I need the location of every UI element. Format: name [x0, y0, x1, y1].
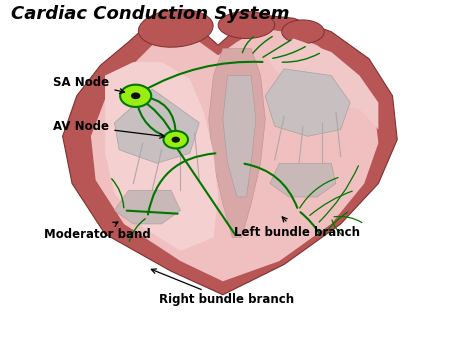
Circle shape: [164, 131, 188, 149]
Polygon shape: [209, 49, 265, 237]
Text: Left bundle branch: Left bundle branch: [234, 217, 359, 239]
Circle shape: [120, 85, 151, 107]
Polygon shape: [105, 62, 218, 251]
Polygon shape: [223, 75, 256, 197]
Polygon shape: [115, 89, 199, 163]
Text: SA Node: SA Node: [53, 76, 125, 94]
Text: Moderator band: Moderator band: [44, 222, 151, 241]
Text: AV Node: AV Node: [53, 120, 164, 138]
Ellipse shape: [138, 10, 213, 47]
Polygon shape: [265, 38, 378, 130]
Polygon shape: [270, 163, 336, 197]
Ellipse shape: [282, 20, 324, 44]
Polygon shape: [265, 69, 350, 136]
Circle shape: [172, 137, 180, 143]
Text: Cardiac Conduction System: Cardiac Conduction System: [11, 5, 289, 23]
Ellipse shape: [218, 12, 275, 38]
Polygon shape: [91, 28, 378, 281]
Text: Right bundle branch: Right bundle branch: [151, 269, 294, 306]
Polygon shape: [115, 190, 181, 224]
Circle shape: [131, 92, 140, 99]
Polygon shape: [63, 15, 397, 295]
